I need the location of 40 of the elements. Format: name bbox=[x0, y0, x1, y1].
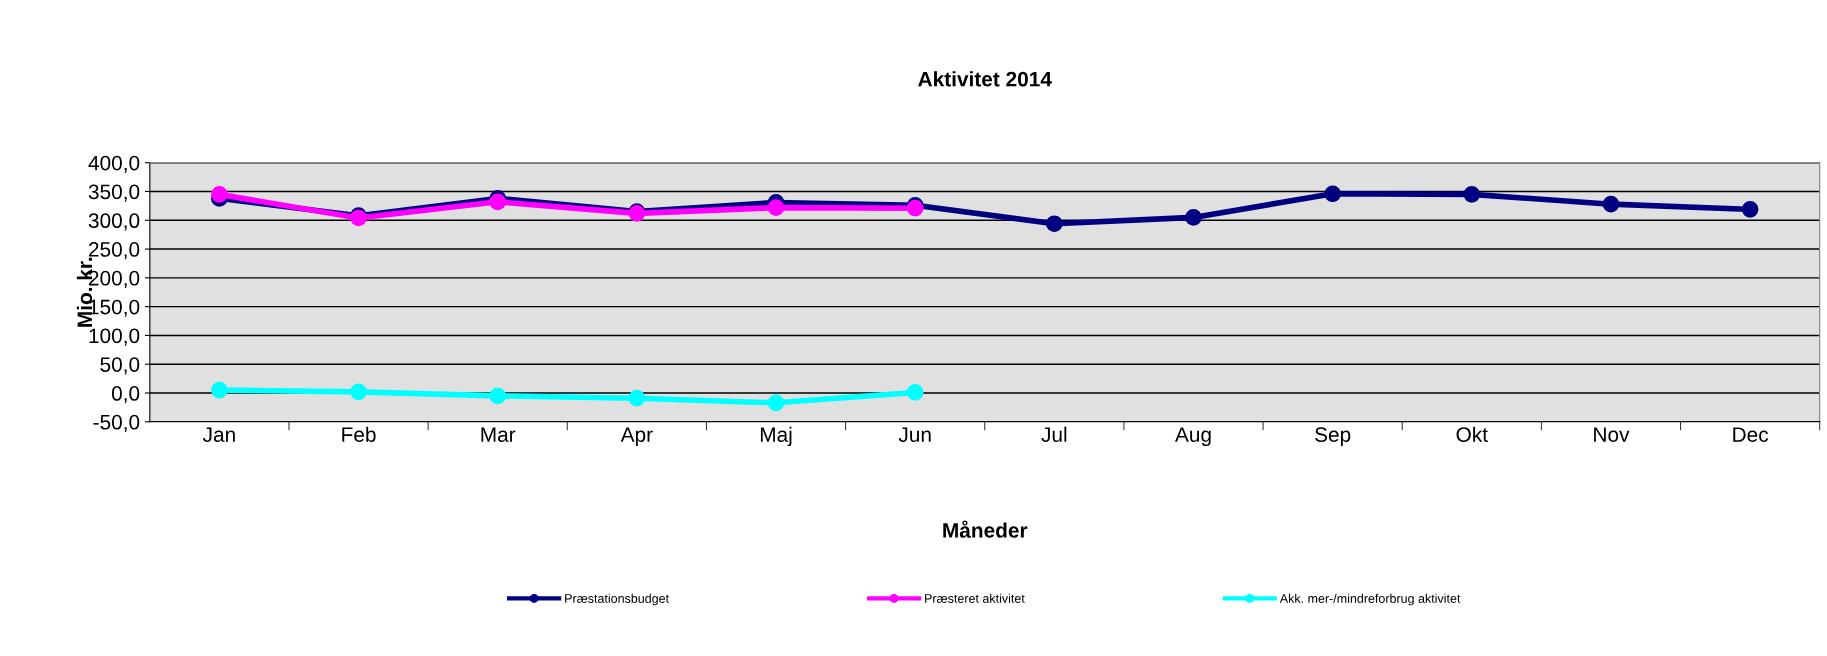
x-tick-label: Jan bbox=[202, 427, 235, 442]
x-tick-label: Mar bbox=[481, 427, 516, 442]
point bbox=[350, 383, 367, 401]
x-tick-label: Apr bbox=[620, 427, 653, 447]
x-tick-label: Okt bbox=[1456, 426, 1488, 442]
x-tick-label: Feb bbox=[342, 426, 376, 442]
x-tick-label: Aug bbox=[1175, 427, 1211, 447]
x-axis-title: Måneder bbox=[943, 520, 1028, 538]
point bbox=[628, 389, 646, 407]
point bbox=[1185, 209, 1202, 226]
y-tick-label: 100,0 bbox=[89, 328, 140, 346]
legend-label: Akk. mer-/mindreforbrug aktivitet bbox=[1279, 593, 1461, 606]
point bbox=[1463, 186, 1481, 203]
legend-label: Præsteret aktivitet bbox=[925, 593, 1025, 603]
x-tick-label: Dec bbox=[1733, 427, 1769, 442]
x-tick-label: Maj bbox=[760, 426, 792, 447]
x-tick-label: Sep bbox=[1315, 427, 1351, 447]
point bbox=[1741, 200, 1759, 218]
y-tick-label: 50,0 bbox=[100, 357, 140, 375]
point bbox=[767, 199, 785, 216]
y-tick-label: 150,0 bbox=[89, 299, 140, 317]
point bbox=[1045, 215, 1063, 233]
chart-title: Aktivitet 2014 bbox=[918, 71, 1052, 87]
x-tick-label: Nov bbox=[1594, 427, 1630, 442]
y-tick-label: 0,0 bbox=[111, 386, 140, 404]
x-tick-label: Jul bbox=[1041, 426, 1067, 442]
point bbox=[489, 193, 507, 211]
legend-label: Præstationsbudget bbox=[565, 593, 669, 606]
x-tick-label: Jun bbox=[898, 427, 931, 442]
point bbox=[489, 387, 507, 405]
point bbox=[767, 394, 785, 412]
point bbox=[1602, 195, 1620, 213]
y-tick-label: 350,0 bbox=[88, 184, 140, 202]
y-tick-label: -50,0 bbox=[93, 414, 140, 433]
y-tick-label: 300,0 bbox=[88, 213, 140, 231]
point bbox=[211, 381, 228, 399]
point bbox=[1324, 185, 1341, 203]
y-tick-label: 400,0 bbox=[88, 155, 140, 173]
point bbox=[211, 186, 228, 203]
point bbox=[906, 384, 924, 401]
